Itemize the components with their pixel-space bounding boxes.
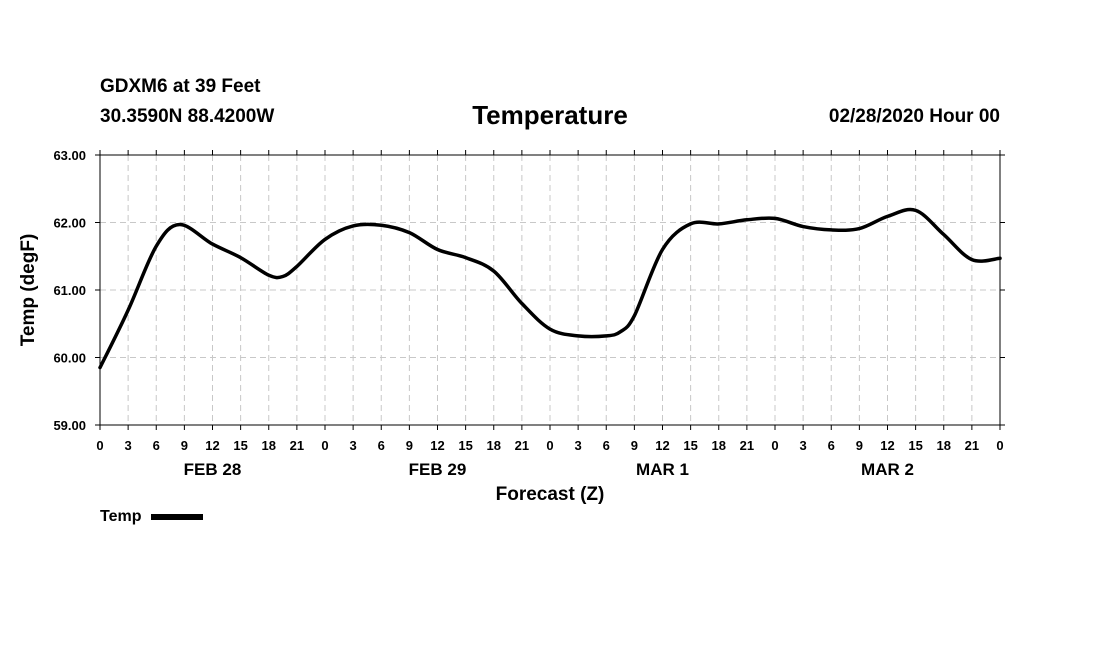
- x-axis-label: Forecast (Z): [496, 484, 605, 505]
- x-tick-label: 0: [771, 438, 778, 453]
- x-tick-label: 9: [181, 438, 188, 453]
- x-tick-label: 18: [487, 438, 501, 453]
- x-tick-label: 9: [856, 438, 863, 453]
- grid: [100, 155, 1000, 425]
- x-tick-label: 12: [205, 438, 219, 453]
- y-tick-label: 63.00: [53, 148, 86, 163]
- station-name: GDXM6 at 39 Feet: [100, 76, 261, 97]
- x-tick-label: 21: [965, 438, 979, 453]
- day-labels: FEB 28 FEB 29 MAR 1 MAR 2: [184, 460, 914, 479]
- x-tick-label: 18: [712, 438, 726, 453]
- x-tick-label: 0: [996, 438, 1003, 453]
- x-tick-label: 9: [406, 438, 413, 453]
- x-tick-label: 15: [458, 438, 472, 453]
- x-tick-label: 0: [321, 438, 328, 453]
- x-tick-label: 18: [937, 438, 951, 453]
- x-tick-label: 3: [125, 438, 132, 453]
- x-tick-label: 6: [378, 438, 385, 453]
- y-axis: 59.00 60.00 61.00 62.00 63.00: [53, 148, 1005, 433]
- x-tick-label: 3: [800, 438, 807, 453]
- day-label: MAR 2: [861, 460, 914, 479]
- day-label: MAR 1: [636, 460, 689, 479]
- x-axis: 0 3 6 9 12 15 18 21 0 3 6 9 12 15 18 21 0 3 6 9 12 15 18 21 0 3 6 9…: [96, 150, 1004, 453]
- x-tick-label: 15: [233, 438, 247, 453]
- station-coordinates: 30.3590N 88.4200W: [100, 106, 275, 127]
- x-tick-label: 12: [655, 438, 669, 453]
- x-tick-label: 6: [153, 438, 160, 453]
- y-tick-label: 60.00: [53, 351, 86, 366]
- y-tick-label: 61.00: [53, 283, 86, 298]
- x-tick-label: 21: [515, 438, 529, 453]
- x-tick-label: 0: [96, 438, 103, 453]
- x-tick-label: 12: [880, 438, 894, 453]
- x-tick-label: 12: [430, 438, 444, 453]
- y-tick-label: 62.00: [53, 216, 86, 231]
- y-tick-label: 59.00: [53, 418, 86, 433]
- legend-swatch-temp: [151, 514, 204, 520]
- x-tick-label: 15: [908, 438, 922, 453]
- legend-label-temp: Temp: [100, 508, 142, 525]
- x-tick-label: 6: [603, 438, 610, 453]
- x-tick-label: 21: [740, 438, 754, 453]
- chart-title: Temperature: [472, 100, 628, 130]
- forecast-datetime: 02/28/2020 Hour 00: [828, 106, 1000, 127]
- day-label: FEB 29: [409, 460, 467, 479]
- x-tick-label: 3: [575, 438, 582, 453]
- x-tick-label: 9: [631, 438, 638, 453]
- x-tick-label: 0: [546, 438, 553, 453]
- x-tick-label: 18: [262, 438, 276, 453]
- x-tick-label: 15: [683, 438, 697, 453]
- y-axis-label: Temp (degF): [18, 234, 39, 347]
- legend: Temp: [100, 508, 204, 526]
- x-tick-label: 21: [290, 438, 304, 453]
- series-line-temp: [98, 207, 1002, 370]
- x-tick-label: 6: [828, 438, 835, 453]
- x-tick-label: 3: [350, 438, 357, 453]
- day-label: FEB 28: [184, 460, 242, 479]
